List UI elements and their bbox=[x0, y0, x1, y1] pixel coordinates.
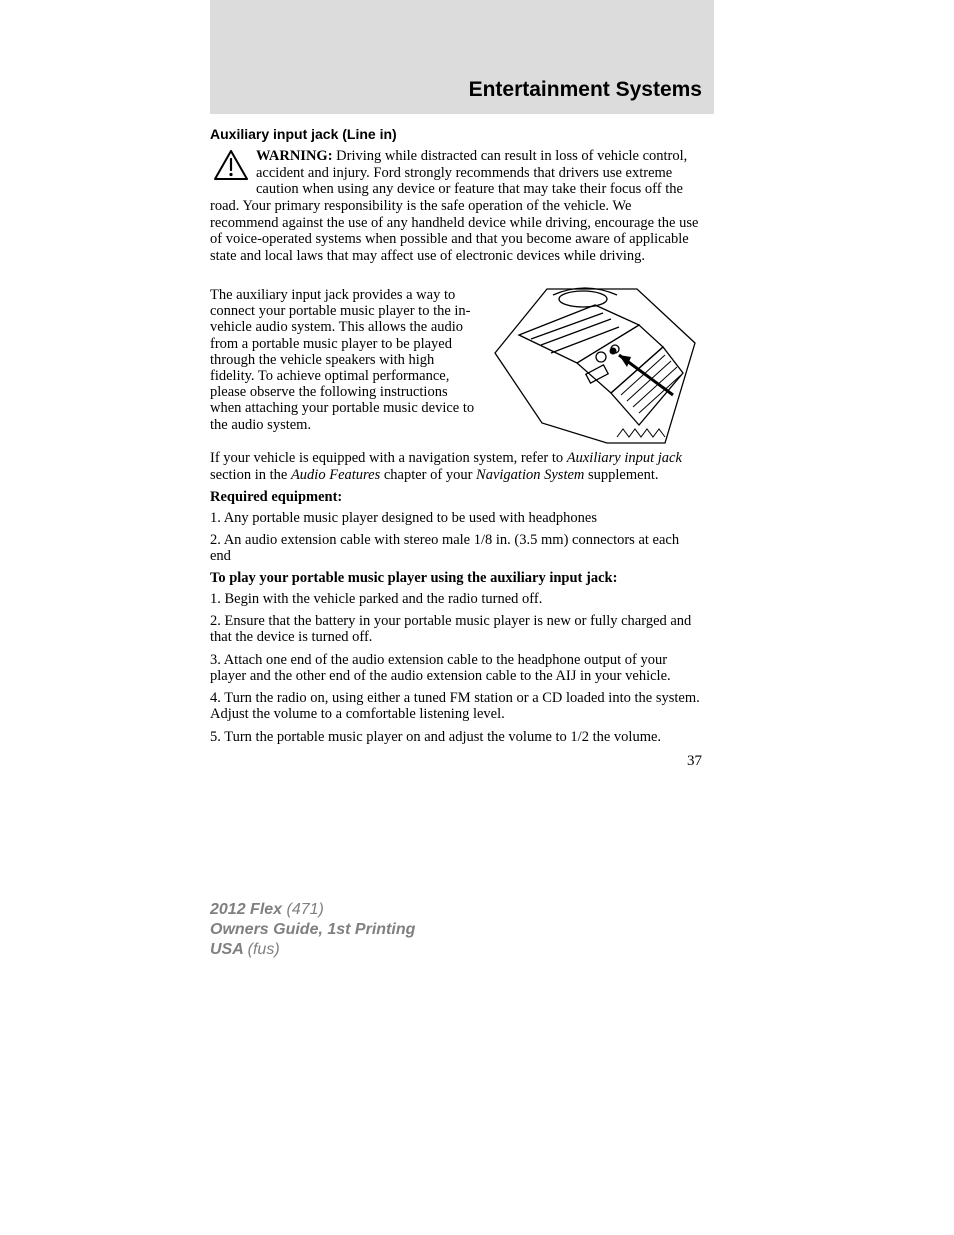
section-heading: Auxiliary input jack (Line in) bbox=[210, 126, 702, 142]
publication-footer: 2012 Flex (471) Owners Guide, 1st Printi… bbox=[210, 900, 954, 960]
step-2: 2. Ensure that the battery in your porta… bbox=[210, 613, 702, 645]
warning-text: WARNING: Driving while distracted can re… bbox=[210, 148, 698, 264]
nav-i3: Navigation System bbox=[476, 467, 584, 483]
intro-paragraph: The auxiliary input jack provides a way … bbox=[210, 287, 479, 433]
pub-region-code: (fus) bbox=[248, 941, 280, 958]
step-4: 4. Turn the radio on, using either a tun… bbox=[210, 690, 702, 722]
pub-line-1: 2012 Flex (471) bbox=[210, 900, 954, 920]
step-5: 5. Turn the portable music player on and… bbox=[210, 729, 702, 745]
pub-model: 2012 Flex bbox=[210, 901, 287, 918]
warning-block: WARNING: Driving while distracted can re… bbox=[210, 148, 702, 265]
intro-row: The auxiliary input jack provides a way … bbox=[210, 287, 702, 453]
step-1: 1. Begin with the vehicle parked and the… bbox=[210, 591, 702, 607]
page: Entertainment Systems Auxiliary input ja… bbox=[0, 0, 954, 960]
nav-i2: Audio Features bbox=[291, 467, 380, 483]
chapter-band: Entertainment Systems bbox=[210, 0, 714, 114]
nav-paragraph: If your vehicle is equipped with a navig… bbox=[210, 450, 702, 482]
nav-t1: If your vehicle is equipped with a navig… bbox=[210, 450, 567, 466]
aux-jack-diagram bbox=[487, 283, 702, 453]
pub-region: USA bbox=[210, 941, 248, 958]
nav-t2: section in the bbox=[210, 467, 291, 483]
nav-t3: chapter of your bbox=[380, 467, 476, 483]
page-number: 37 bbox=[210, 753, 702, 770]
play-head: To play your portable music player using… bbox=[210, 570, 702, 587]
nav-i1: Auxiliary input jack bbox=[567, 450, 682, 466]
req-item-1: 1. Any portable music player designed to… bbox=[210, 510, 702, 526]
step-3: 3. Attach one end of the audio extension… bbox=[210, 652, 702, 684]
page-content: Auxiliary input jack (Line in) WARNING: … bbox=[210, 114, 714, 770]
warning-triangle-icon bbox=[214, 150, 248, 185]
req-item-2: 2. An audio extension cable with stereo … bbox=[210, 532, 702, 564]
warning-body: Driving while distracted can result in l… bbox=[210, 148, 698, 264]
required-equipment-head: Required equipment: bbox=[210, 489, 702, 506]
chapter-title: Entertainment Systems bbox=[210, 70, 714, 102]
pub-guide: Owners Guide, 1st Printing bbox=[210, 921, 415, 938]
warning-label: WARNING: bbox=[256, 148, 333, 164]
pub-code: (471) bbox=[287, 901, 324, 918]
nav-t4: supplement. bbox=[584, 467, 658, 483]
pub-line-3: USA (fus) bbox=[210, 940, 954, 960]
pub-line-2: Owners Guide, 1st Printing bbox=[210, 920, 954, 940]
